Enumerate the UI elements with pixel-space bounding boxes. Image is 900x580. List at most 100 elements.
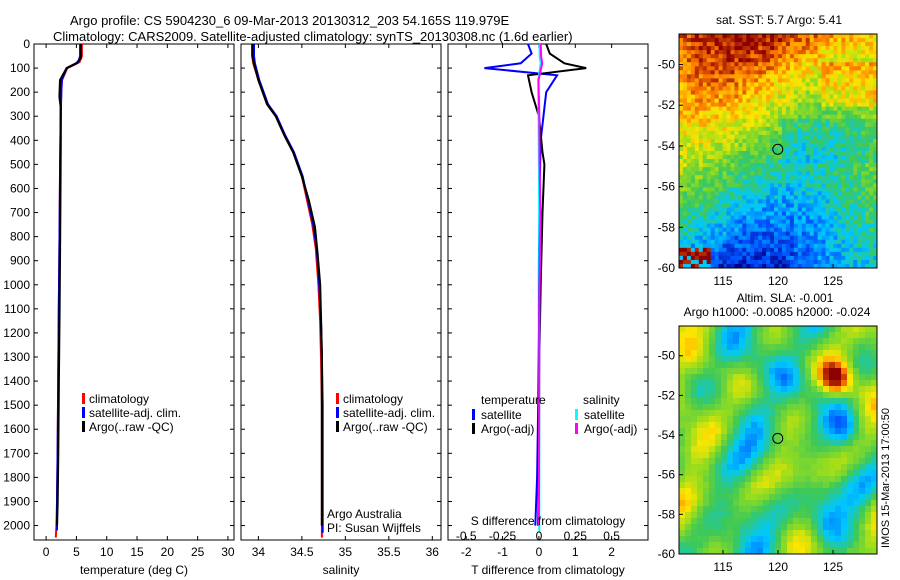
heatmap-cell bbox=[811, 512, 818, 519]
heatmap-cell bbox=[702, 106, 708, 112]
heatmap-cell bbox=[829, 219, 834, 225]
heatmap-cell bbox=[861, 211, 866, 217]
heatmap-cell bbox=[873, 243, 878, 249]
heatmap-cell bbox=[738, 54, 743, 59]
heatmap-cell bbox=[845, 183, 850, 188]
heatmap-cell bbox=[845, 138, 850, 144]
heatmap-cell bbox=[849, 227, 854, 233]
heatmap-cell bbox=[793, 58, 799, 63]
heatmap-cell bbox=[793, 404, 800, 411]
heatmap-cell bbox=[718, 74, 724, 79]
heatmap-cell bbox=[766, 191, 771, 196]
heatmap-cell bbox=[685, 428, 692, 435]
heatmap-cell bbox=[861, 191, 866, 196]
heatmap-cell bbox=[750, 151, 755, 156]
heatmap-cell bbox=[691, 326, 698, 333]
heatmap-cell bbox=[679, 179, 684, 184]
heatmap-cell bbox=[694, 118, 700, 124]
heatmap-cell bbox=[770, 183, 775, 188]
heatmap-cell bbox=[758, 74, 763, 79]
heatmap-cell bbox=[690, 106, 696, 112]
heatmap-cell bbox=[702, 82, 708, 87]
heatmap-cell bbox=[859, 362, 866, 369]
heatmap-cell bbox=[702, 187, 708, 192]
heatmap-cell bbox=[853, 356, 860, 363]
heatmap-cell bbox=[837, 134, 842, 140]
legend-label: Argo(..raw -QC) bbox=[343, 420, 428, 434]
heatmap-cell bbox=[754, 106, 759, 112]
heatmap-cell bbox=[745, 458, 752, 465]
heatmap-cell bbox=[745, 500, 752, 507]
heatmap-cell bbox=[789, 167, 795, 172]
heatmap-cell bbox=[769, 548, 776, 555]
heatmap-cell bbox=[703, 380, 710, 387]
heatmap-cell bbox=[730, 259, 735, 265]
heatmap-cell bbox=[770, 159, 775, 164]
heatmap-cell bbox=[774, 46, 779, 51]
heatmap-cell bbox=[698, 98, 704, 104]
heatmap-cell bbox=[738, 155, 743, 160]
heatmap-cell bbox=[859, 506, 866, 513]
heatmap-cell bbox=[726, 46, 731, 51]
heatmap-cell bbox=[853, 524, 860, 531]
heatmap-cell bbox=[829, 548, 836, 555]
heatmap-cell bbox=[685, 386, 692, 393]
heatmap-cell bbox=[849, 106, 854, 112]
heatmap-cell bbox=[823, 536, 830, 543]
heatmap-cell bbox=[817, 50, 823, 55]
heatmap-cell bbox=[698, 46, 704, 51]
heatmap-cell bbox=[733, 356, 740, 363]
heatmap-cell bbox=[763, 416, 770, 423]
heatmap-cell bbox=[714, 42, 720, 47]
heatmap-cell bbox=[797, 231, 803, 237]
heatmap-cell bbox=[833, 94, 838, 100]
heatmap-cell bbox=[751, 386, 758, 393]
heatmap-cell bbox=[787, 434, 794, 441]
heatmap-cell bbox=[706, 263, 712, 269]
heatmap-cell bbox=[817, 179, 823, 184]
heatmap-cell bbox=[766, 199, 771, 204]
heatmap-cell bbox=[817, 416, 824, 423]
heatmap-cell bbox=[694, 203, 700, 208]
heatmap-cell bbox=[739, 500, 746, 507]
heatmap-cell bbox=[698, 102, 704, 108]
heatmap-cell bbox=[841, 42, 846, 47]
heatmap-cell bbox=[742, 94, 747, 100]
heatmap-cell bbox=[739, 536, 746, 543]
heatmap-cell bbox=[750, 259, 755, 265]
heatmap-cell bbox=[841, 134, 846, 140]
heatmap-cell bbox=[817, 482, 824, 489]
heatmap-cell bbox=[734, 50, 739, 55]
heatmap-cell bbox=[706, 171, 712, 176]
heatmap-cell bbox=[873, 34, 878, 39]
heatmap-cell bbox=[682, 223, 688, 229]
heatmap-cell bbox=[746, 171, 751, 176]
heatmap-cell bbox=[690, 102, 696, 108]
heatmap-cell bbox=[797, 130, 803, 136]
heatmap-cell bbox=[738, 263, 743, 269]
heatmap-cell bbox=[746, 259, 751, 265]
heatmap-cell bbox=[835, 548, 842, 555]
heatmap-cell bbox=[691, 536, 698, 543]
heatmap-cell bbox=[766, 130, 771, 136]
heatmap-cell bbox=[857, 42, 862, 47]
heatmap-cell bbox=[853, 338, 860, 345]
heatmap-cell bbox=[837, 175, 842, 180]
heatmap-cell bbox=[746, 235, 751, 241]
heatmap-cell bbox=[686, 223, 692, 229]
heatmap-cell bbox=[825, 171, 830, 176]
heatmap-cell bbox=[774, 110, 779, 116]
heatmap-cell bbox=[778, 122, 783, 128]
heatmap-cell bbox=[758, 163, 763, 168]
heatmap-cell bbox=[702, 70, 708, 75]
heatmap-cell bbox=[865, 512, 872, 519]
heatmap-cell bbox=[682, 78, 688, 83]
heatmap-cell bbox=[871, 464, 878, 471]
heatmap-cell bbox=[793, 138, 799, 144]
heatmap-cell bbox=[781, 82, 787, 87]
heatmap-cell bbox=[805, 398, 812, 405]
heatmap-cell bbox=[813, 203, 819, 208]
heatmap-cell bbox=[745, 422, 752, 429]
heatmap-cell bbox=[865, 122, 870, 128]
heatmap-cell bbox=[754, 179, 759, 184]
